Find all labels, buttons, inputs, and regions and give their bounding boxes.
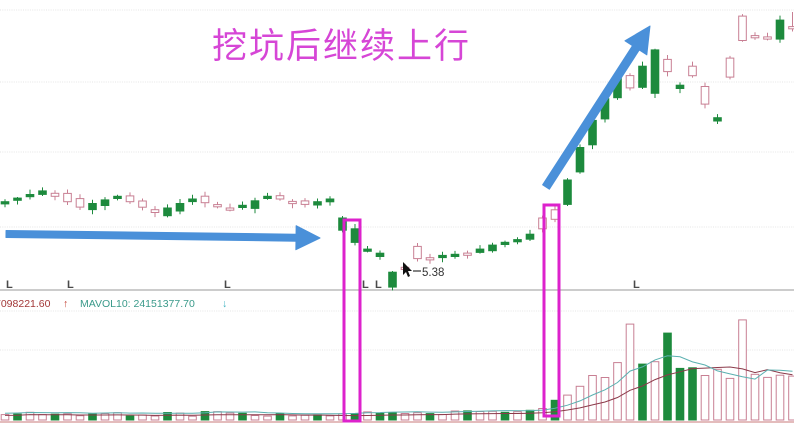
- svg-text:5.38: 5.38: [422, 267, 444, 279]
- svg-text:L: L: [224, 279, 231, 291]
- svg-text:L: L: [67, 279, 74, 291]
- svg-text:L: L: [6, 279, 13, 291]
- svg-text:L: L: [362, 279, 369, 291]
- svg-text:↑: ↑: [63, 298, 68, 310]
- svg-text:L: L: [633, 279, 640, 291]
- svg-text:MAVOL10: 24151377.70: MAVOL10: 24151377.70: [80, 298, 195, 310]
- svg-text:挖坑后继续上行: 挖坑后继续上行: [212, 27, 471, 66]
- svg-text:7098221.60: 7098221.60: [0, 298, 51, 310]
- svg-text:↓: ↓: [222, 298, 227, 310]
- svg-text:L: L: [375, 279, 382, 291]
